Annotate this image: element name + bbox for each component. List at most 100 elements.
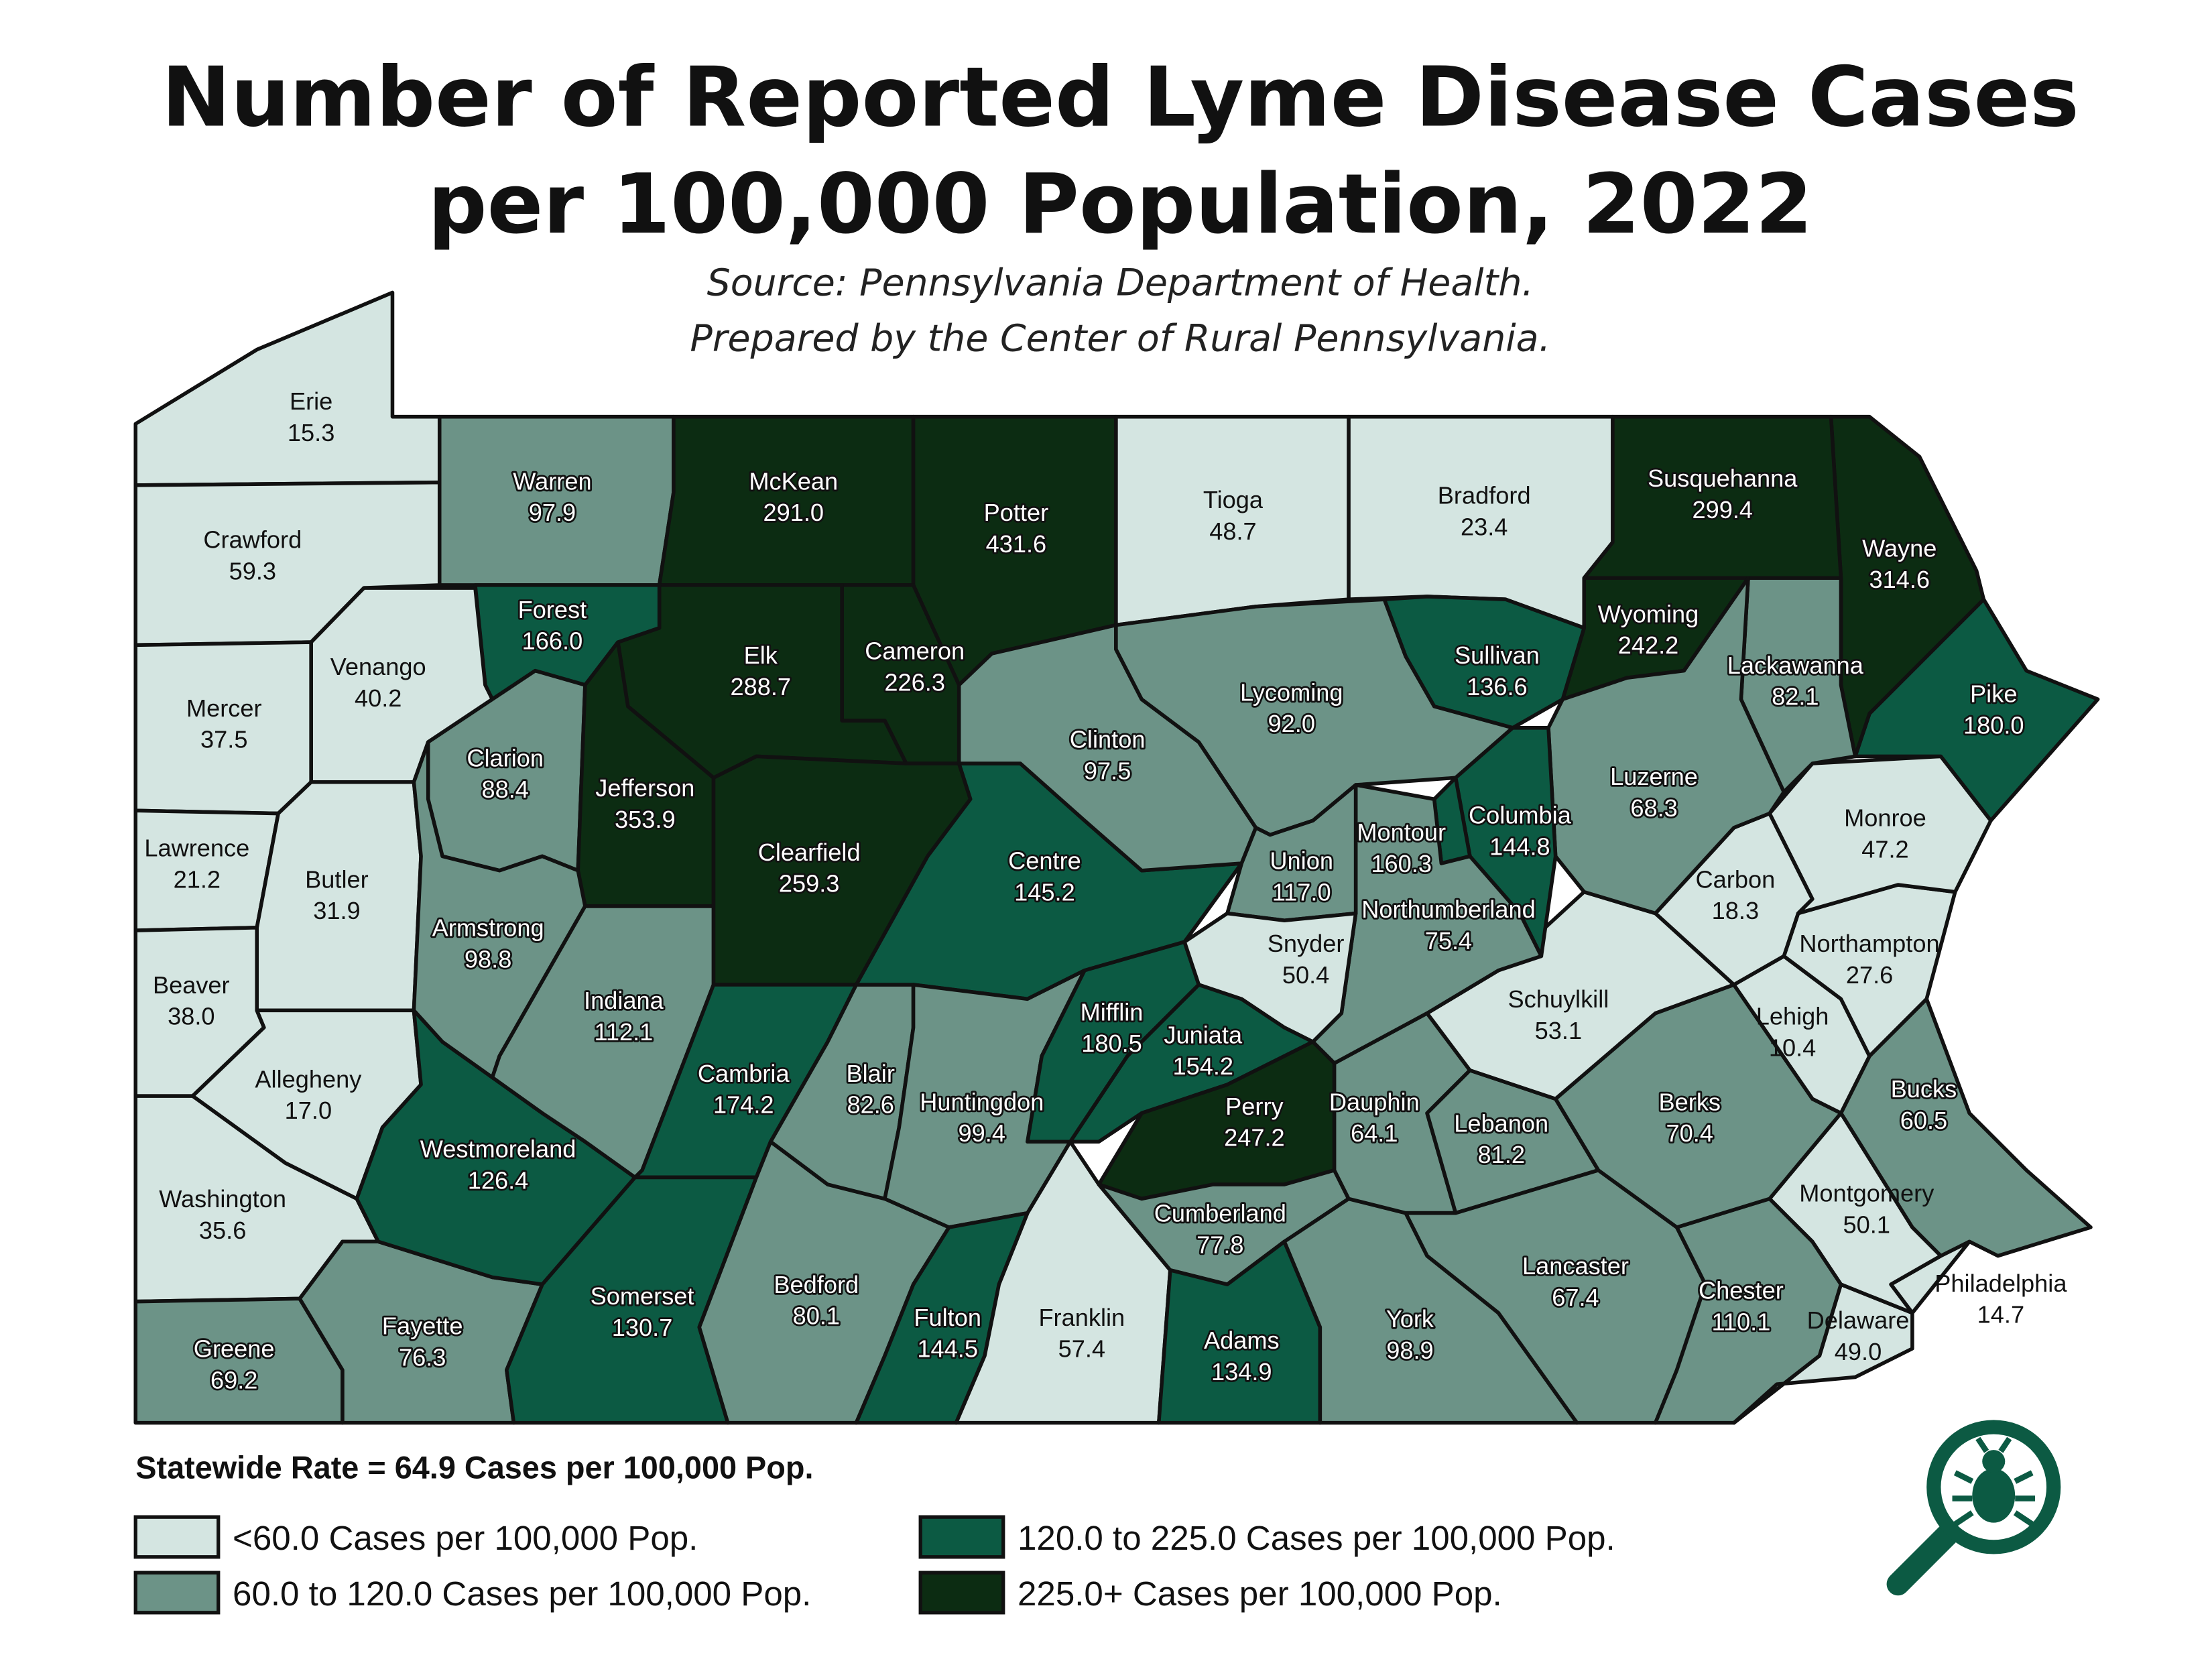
county-value: 69.2: [210, 1367, 257, 1394]
county-name: Luzerne: [1610, 763, 1698, 790]
county: [412, 740, 587, 1080]
county-value: 81.2: [1478, 1141, 1525, 1168]
legend-label: 225.0+ Cases per 100,000 Pop.: [1018, 1575, 1502, 1613]
county-name: Lawrence: [144, 834, 249, 861]
county-value: 76.3: [399, 1343, 446, 1371]
county-name: Cumberland: [1154, 1199, 1286, 1227]
county-name: Lancaster: [1522, 1252, 1629, 1280]
county-name: Cameron: [865, 637, 965, 665]
county-name: Venango: [330, 653, 426, 680]
statewide-rate: Statewide Rate = 64.9 Cases per 100,000 …: [135, 1451, 813, 1485]
county-name: Tioga: [1203, 486, 1264, 513]
county-value: 82.1: [1772, 683, 1819, 711]
county-name: Clarion: [467, 744, 544, 772]
county-name: Northampton: [1799, 930, 1939, 957]
county-value: 68.3: [1630, 794, 1677, 822]
title-line: Number of Reported Lyme Disease Cases: [162, 49, 2079, 145]
county-value: 40.2: [355, 684, 402, 712]
county-value: 314.6: [1869, 566, 1930, 593]
county-name: Bradford: [1438, 482, 1531, 509]
source-line: Prepared by the Center of Rural Pennsylv…: [690, 318, 1550, 361]
county-name: Lycoming: [1240, 678, 1343, 706]
county-name: Westmoreland: [420, 1135, 576, 1163]
county-value: 98.8: [465, 945, 511, 973]
county-value: 160.3: [1371, 850, 1432, 877]
county-value: 112.1: [594, 1018, 653, 1046]
county-name: Indiana: [584, 987, 664, 1014]
county-value: 49.0: [1835, 1338, 1882, 1365]
county-value: 37.5: [200, 726, 247, 753]
county-value: 144.5: [917, 1335, 978, 1363]
county-value: 299.4: [1692, 496, 1753, 524]
label-layer: Erie 15.3 Crawford 59.3 Warren 97.9 McKean 291.…: [144, 387, 2067, 1396]
county-name: Erie: [290, 387, 332, 415]
county-name: Clearfield: [758, 839, 861, 866]
county-name: Dauphin: [1329, 1088, 1420, 1115]
county-value: 31.9: [313, 897, 360, 924]
county-value: 21.2: [174, 865, 221, 893]
county-name: Lackawanna: [1727, 652, 1864, 679]
county-name: Fayette: [382, 1312, 463, 1340]
county: [1182, 911, 1358, 1044]
county-name: Lehigh: [1756, 1003, 1829, 1030]
county-name: Forest: [518, 596, 587, 623]
county: [1732, 1282, 1914, 1425]
county-name: York: [1386, 1305, 1434, 1333]
county-name: Jefferson: [595, 774, 694, 802]
bug-icon: [1886, 1420, 2061, 1596]
county-name: Columbia: [1469, 801, 1572, 828]
county-value: 57.4: [1058, 1335, 1105, 1363]
county-name: Clinton: [1070, 726, 1146, 753]
county-name: Allegheny: [255, 1065, 362, 1093]
county-name: Franklin: [1038, 1304, 1125, 1331]
county-name: Somerset: [591, 1282, 694, 1310]
county-name: Armstrong: [432, 914, 544, 942]
county-name: Warren: [513, 467, 591, 495]
county-name: Mercer: [186, 694, 262, 722]
county-value: 98.9: [1386, 1337, 1433, 1364]
county-value: 130.7: [612, 1314, 673, 1341]
county-name: Philadelphia: [1934, 1270, 2067, 1297]
county-name: Delaware: [1807, 1306, 1910, 1334]
county-value: 99.4: [959, 1119, 1005, 1147]
county-value: 50.4: [1282, 961, 1329, 989]
legend-swatch: [918, 1515, 1005, 1559]
county-value: 154.2: [1172, 1052, 1233, 1080]
county-value: 59.3: [229, 557, 276, 585]
county-value: 226.3: [884, 668, 945, 696]
county-value: 47.2: [1861, 836, 1908, 863]
county-name: Greene: [194, 1335, 275, 1363]
county-name: Elk: [744, 641, 778, 669]
county-value: 17.0: [285, 1097, 332, 1124]
county-name: Lebanon: [1454, 1109, 1548, 1137]
county-value: 67.4: [1552, 1284, 1599, 1311]
county-value: 35.6: [199, 1217, 246, 1244]
county-value: 117.0: [1272, 878, 1331, 906]
county-layer: [133, 290, 2100, 1425]
county-name: Pike: [1970, 680, 2017, 707]
county-value: 145.2: [1014, 878, 1075, 906]
county-value: 353.9: [615, 806, 676, 833]
county-value: 97.9: [529, 499, 576, 526]
county-name: Northumberland: [1361, 896, 1535, 923]
county-value: 82.6: [847, 1091, 894, 1119]
county-value: 50.1: [1843, 1211, 1890, 1238]
county-value: 247.2: [1224, 1124, 1285, 1152]
source-line: Source: Pennsylvania Department of Healt…: [707, 262, 1534, 305]
county-value: 38.0: [168, 1003, 214, 1030]
county-value: 174.2: [713, 1091, 774, 1119]
county-value: 259.3: [779, 870, 840, 898]
county-value: 136.6: [1467, 673, 1528, 700]
county: [255, 780, 423, 1013]
county-name: Bedford: [774, 1271, 859, 1298]
county-name: Mifflin: [1081, 998, 1144, 1026]
county-value: 144.8: [1489, 833, 1550, 860]
county: [1768, 754, 1993, 916]
county-value: 23.4: [1461, 513, 1508, 540]
legend-label: <60.0 Cases per 100,000 Pop.: [233, 1519, 698, 1557]
county-value: 10.4: [1769, 1034, 1816, 1061]
county-name: Bucks: [1891, 1075, 1957, 1103]
county-value: 110.1: [1711, 1308, 1770, 1335]
